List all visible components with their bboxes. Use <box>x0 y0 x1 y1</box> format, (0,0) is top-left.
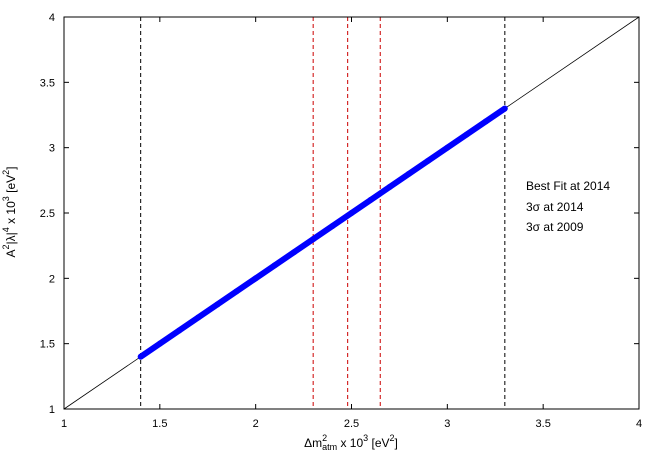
data-point-0-8 <box>291 249 297 256</box>
data-point-0-15 <box>425 157 432 164</box>
data-point-0-10 <box>329 223 336 230</box>
x-tick-label-0: 1 <box>61 418 67 430</box>
legend-entry-3sigma-2014: 3σ at 2014 <box>526 200 584 214</box>
data-point-0-3 <box>195 314 202 321</box>
x-tick-label-5: 3.5 <box>536 418 551 430</box>
data-point-0-19 <box>501 105 508 112</box>
data-point-0-9 <box>310 236 317 243</box>
y-axis-label: A2|λ|4 x 103 [eV2] <box>1 166 18 257</box>
data-point-0-16 <box>444 144 451 151</box>
data-point-0-4 <box>214 301 221 308</box>
data-point-0-2 <box>176 327 182 334</box>
x-tick-label-6: 4 <box>636 418 642 430</box>
y-tick-label-6: 4 <box>49 12 55 24</box>
y-tick-label-5: 3.5 <box>40 77 55 89</box>
data-point-0-17 <box>463 131 470 138</box>
data-point-0-7 <box>271 262 278 269</box>
data-point-0-13 <box>386 183 393 190</box>
data-point-0-11 <box>348 210 355 216</box>
data-point-0-14 <box>406 170 412 177</box>
data-point-0-0 <box>137 353 144 360</box>
y-tick-label-4: 3 <box>49 143 55 155</box>
data-point-0-12 <box>367 196 374 203</box>
legend-entry-best-fit-2014: Best Fit at 2014 <box>526 179 610 193</box>
y-tick-label-3: 2.5 <box>40 208 55 220</box>
x-tick-label-2: 2 <box>253 418 259 430</box>
series-band-0 <box>138 105 507 360</box>
y-tick-label-0: 1 <box>49 404 55 416</box>
legend: Best Fit at 2014 3σ at 2014 3σ at 2009 <box>526 179 610 234</box>
data-point-0-1 <box>156 340 163 347</box>
x-axis-label: Δm2 atm x 103 [eV2] <box>304 433 398 452</box>
x-tick-label-1: 1.5 <box>152 418 167 430</box>
x-tick-label-4: 3 <box>444 418 450 430</box>
x-tick-label-3: 2.5 <box>344 418 359 430</box>
data-point-0-18 <box>482 118 489 125</box>
y-tick-label-2: 2 <box>49 273 55 285</box>
data-point-0-6 <box>252 275 259 282</box>
y-tick-label-1: 1.5 <box>40 339 55 351</box>
legend-entry-3sigma-2009: 3σ at 2009 <box>526 220 584 234</box>
data-point-0-5 <box>233 288 240 295</box>
